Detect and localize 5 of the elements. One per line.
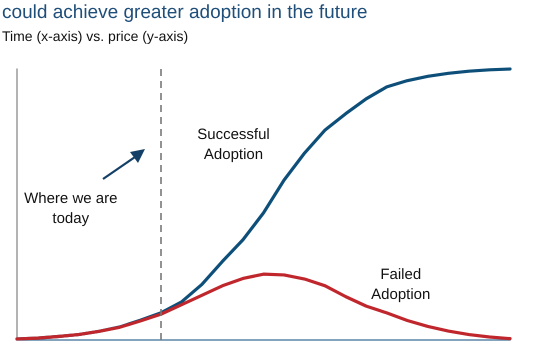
series-label: Failed Adoption xyxy=(370,264,432,305)
chart-subtitle: Time (x-axis) vs. price (y-axis) xyxy=(2,28,188,44)
series-label: Successful Adoption xyxy=(196,124,271,165)
chart-title: could achieve greater adoption in the future xyxy=(2,2,368,24)
annotation: Where we are today xyxy=(23,189,118,230)
